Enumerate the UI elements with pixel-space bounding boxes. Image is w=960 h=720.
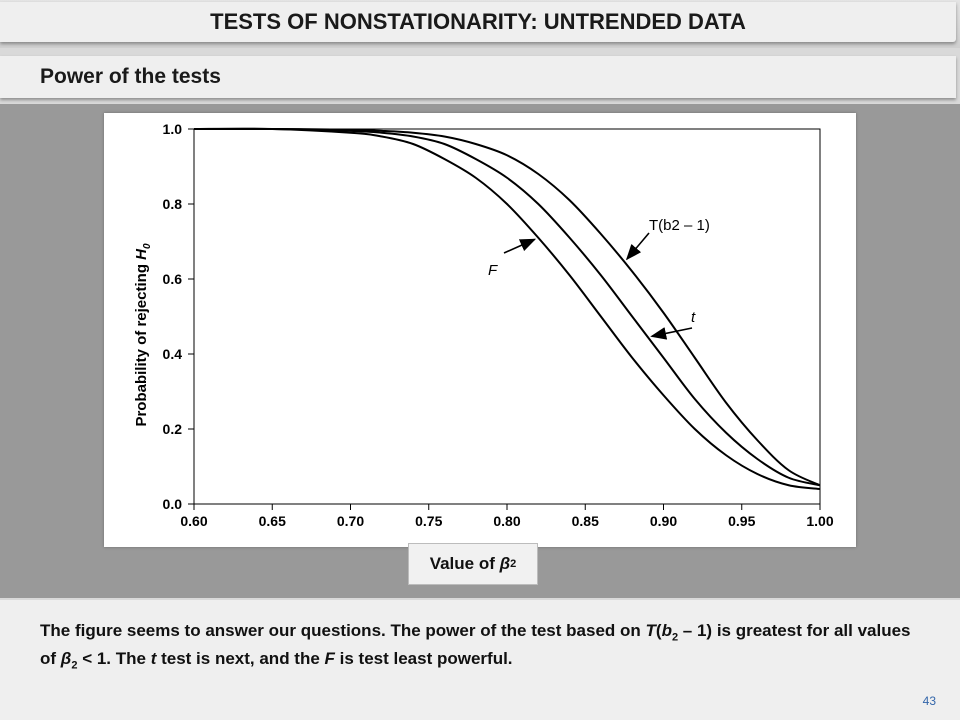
- y-axis-label-text: Probability of rejecting: [133, 260, 150, 427]
- y-axis-label-h: H: [133, 248, 150, 260]
- x-tick-label: 0.70: [337, 513, 364, 529]
- series-line-1: [193, 127, 821, 487]
- caption-part: F: [324, 649, 335, 669]
- x-axis-label-prefix: Value of: [429, 554, 495, 573]
- annotation-arrow-0: [625, 232, 650, 261]
- x-tick-label: 0.75: [415, 513, 442, 529]
- plot-frame: [193, 128, 821, 505]
- slide-subtitle-box: Power of the tests: [0, 56, 956, 98]
- x-tick-label: 0.90: [650, 513, 677, 529]
- x-tick-label: 0.85: [572, 513, 599, 529]
- y-tick-label: 0.0: [163, 496, 183, 512]
- y-tick-label: 0.2: [163, 421, 183, 437]
- annotation-arrow-1: [650, 327, 693, 340]
- x-tick-label: 0.80: [493, 513, 520, 529]
- x-tick-label: 0.65: [259, 513, 286, 529]
- y-tick-label: 0.6: [163, 271, 183, 287]
- caption-part: T: [645, 621, 656, 640]
- annotation-label-1: t: [691, 309, 696, 326]
- slide-subtitle: Power of the tests: [40, 65, 221, 88]
- series-line-0: [193, 127, 821, 487]
- caption-part: b: [661, 621, 672, 640]
- chart-card: 0.60 0.65 0.70 0.75 0.80 0.85 0.90 0.95 1.00 0.0 0…: [104, 113, 856, 547]
- x-axis-label-symbol: β: [499, 554, 511, 573]
- caption-part: t: [150, 649, 157, 669]
- y-tick-label: 0.8: [163, 196, 183, 212]
- slide-title-box: TESTS OF NONSTATIONARITY: UNTRENDED DATA: [0, 2, 956, 42]
- y-axis-label-sub: 0: [142, 243, 153, 249]
- caption-part: (: [655, 621, 662, 640]
- caption-text: The figure seems to answer our questions…: [40, 620, 920, 677]
- caption-part: β: [60, 649, 72, 669]
- caption-part: < 1. The: [77, 649, 151, 669]
- caption-part: is test least powerful.: [334, 649, 513, 669]
- x-tick-label: 1.00: [806, 513, 833, 529]
- caption-part: – 1) is greatest for all values of: [40, 621, 911, 669]
- page-number: 43: [922, 694, 936, 708]
- caption-panel: [0, 600, 960, 720]
- y-axis-label: Probability of rejecting H0: [133, 243, 153, 427]
- y-tick-label: 1.0: [163, 121, 183, 137]
- chart-axes: 0.60 0.65 0.70 0.75 0.80 0.85 0.90 0.95 1.00 0.0 0…: [163, 121, 834, 529]
- caption-part: test is next, and the: [156, 649, 325, 669]
- caption-part: The figure seems to answer our questions…: [40, 621, 646, 640]
- chart-annotations: T(b2 – 1) t F: [488, 217, 710, 340]
- y-tick-label: 0.4: [163, 346, 183, 362]
- chart-curves: [193, 127, 821, 490]
- annotation-label-2: F: [488, 262, 498, 279]
- x-tick-label: 0.60: [180, 513, 207, 529]
- caption-part: 2: [671, 631, 679, 644]
- annotation-label-0: T(b2 – 1): [649, 217, 710, 234]
- x-axis-label-sub: 2: [510, 558, 517, 570]
- annotation-arrow-2: [503, 238, 537, 254]
- slide-title: TESTS OF NONSTATIONARITY: UNTRENDED DATA: [210, 9, 746, 34]
- caption-part: 2: [71, 659, 78, 672]
- power-chart: 0.60 0.65 0.70 0.75 0.80 0.85 0.90 0.95 1.000.00…: [133, 121, 834, 529]
- series-line-2: [193, 127, 821, 490]
- x-tick-label: 0.95: [728, 513, 755, 529]
